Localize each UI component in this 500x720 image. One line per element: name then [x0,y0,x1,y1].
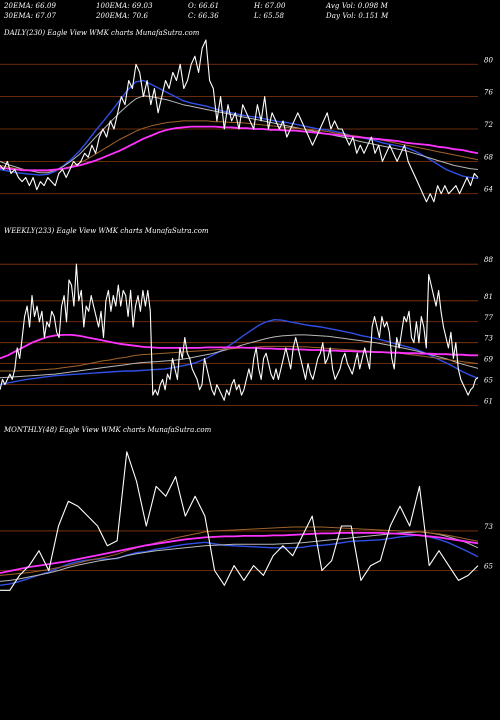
day-vol-value: Day Vol: 0.151 M [326,12,389,20]
y-tick-label: 65 [484,377,493,385]
y-tick-label: 73 [484,523,493,531]
y-tick-label: 64 [484,186,493,194]
ema100-value: 100EMA: 69.03 [96,2,153,10]
ema-line [0,345,479,372]
y-tick-label: 77 [484,314,493,322]
y-tick-label: 88 [484,256,493,264]
ema-line [0,318,479,386]
avg-vol-value: Avg Vol: 0.098 M [326,2,388,10]
ema-line [0,79,479,180]
daily-panel-label: DAILY(230) Eagle View WMK charts MunafaS… [4,29,200,37]
ema30-value: 30EMA: 67.07 [4,12,57,20]
ema-line [0,95,479,174]
ema-line [0,526,479,576]
y-tick-label: 72 [484,121,493,129]
y-tick-label: 69 [484,356,493,364]
y-tick-label: 80 [484,56,493,64]
price-line [0,263,479,401]
price-line [0,451,479,591]
y-tick-label: 68 [484,153,493,161]
ema-line [0,532,479,574]
y-tick-label: 61 [484,398,493,406]
monthly-panel-label: MONTHLY(48) Eagle View WMK charts Munafa… [4,426,212,434]
y-tick-label: 73 [484,335,493,343]
ema-line [0,334,478,360]
y-tick-label: 81 [484,293,493,301]
ema-line [0,125,479,172]
low-value: L: 65.58 [254,12,285,20]
monthly-chart: 73 65 [0,451,493,591]
ema200-value: 200EMA: 70.6 [96,12,149,20]
ema-line [0,334,479,379]
weekly-panel-label: WEEKLY(233) Eagle View WMK charts Munafa… [4,227,209,235]
ema20-value: 20EMA: 66.09 [4,2,57,10]
y-tick-label: 65 [484,563,493,571]
y-tick-label: 76 [484,89,493,97]
close-value: C: 66.36 [188,12,219,20]
ema-line [0,534,479,586]
weekly-chart: 88 81 77 73 69 65 61 [0,256,493,406]
open-value: O: 66.61 [188,2,220,10]
high-value: H: 67.00 [254,2,286,10]
price-line [0,39,479,203]
daily-chart: 80 76 72 68 64 [0,39,493,203]
